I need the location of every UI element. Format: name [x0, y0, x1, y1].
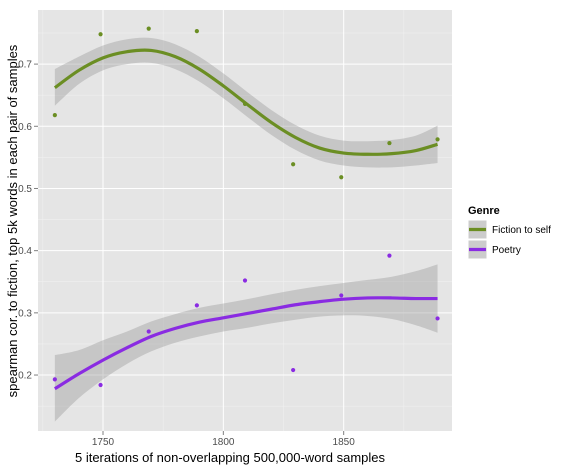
point-poetry	[435, 316, 440, 321]
legend: Genre Fiction to self Poetry	[467, 205, 551, 260]
x-tick-label: 1850	[333, 437, 356, 448]
smooth-line-poetry	[54, 296, 438, 391]
point-poetry	[98, 382, 103, 388]
x-tick-label: 1800	[212, 437, 235, 448]
smooth-lines	[53, 48, 439, 391]
y-tick-label: 0.4	[18, 246, 32, 257]
point-poetry	[387, 253, 392, 258]
point-poetry	[242, 278, 248, 283]
plot-panel	[38, 10, 452, 431]
point-fiction-to-self	[291, 162, 296, 167]
data-points	[52, 26, 440, 388]
y-tick-label: 0.7	[18, 60, 32, 71]
point-fiction-to-self	[98, 32, 103, 37]
legend-label-poetry: Poetry	[492, 245, 521, 256]
smooth-line-fiction-to-self	[53, 48, 439, 156]
point-poetry	[291, 367, 296, 373]
ribbon-poetry	[54, 264, 438, 422]
y-tick-label: 0.5	[18, 184, 32, 195]
point-poetry	[52, 377, 57, 382]
y-axis-title: spearman cor. to fiction, top 5k words i…	[5, 44, 20, 397]
point-fiction-to-self	[435, 137, 440, 142]
point-fiction-to-self	[194, 29, 199, 34]
y-tick-label: 0.3	[18, 308, 32, 319]
point-fiction-to-self	[339, 175, 344, 180]
grid	[38, 10, 452, 431]
point-fiction-to-self	[387, 140, 392, 146]
x-axis: 1750 1800 1850	[92, 431, 355, 448]
legend-label-fiction-to-self: Fiction to self	[492, 225, 551, 236]
point-poetry	[194, 303, 199, 308]
point-fiction-to-self	[242, 101, 248, 107]
x-axis-title: 5 iterations of non-overlapping 500,000-…	[75, 450, 386, 465]
y-axis: 0.2 0.3 0.4 0.5 0.6 0.7	[18, 60, 38, 382]
legend-title: Genre	[468, 205, 500, 217]
point-fiction-to-self	[52, 112, 57, 118]
point-poetry	[146, 329, 151, 334]
x-tick-label: 1750	[92, 437, 115, 448]
y-tick-label: 0.6	[18, 122, 32, 133]
point-poetry	[339, 293, 344, 298]
y-tick-label: 0.2	[18, 371, 32, 382]
point-fiction-to-self	[146, 26, 151, 31]
